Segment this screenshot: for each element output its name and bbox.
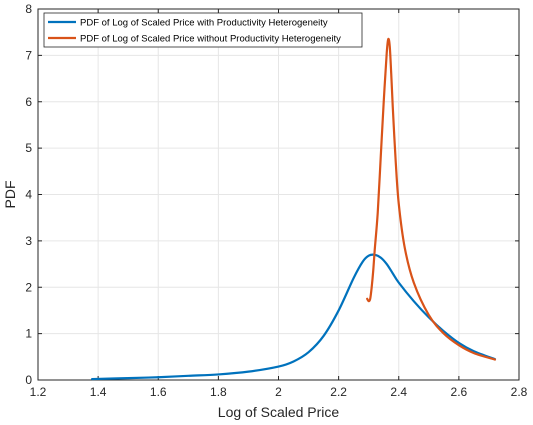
y-tick-label: 8 bbox=[25, 2, 32, 16]
x-axis-label: Log of Scaled Price bbox=[218, 404, 340, 420]
legend: PDF of Log of Scaled Price with Producti… bbox=[43, 12, 363, 48]
series-line-1 bbox=[91, 253, 497, 381]
series-line-2 bbox=[366, 37, 497, 361]
x-tick-label: 2.2 bbox=[330, 385, 347, 399]
legend-label-series-2: PDF of Log of Scaled Price without Produ… bbox=[80, 34, 341, 45]
x-tick-label: 2.4 bbox=[390, 385, 407, 399]
x-tick-label: 2.8 bbox=[511, 385, 528, 399]
y-tick-label: 4 bbox=[25, 188, 32, 202]
x-tick-label: 1.2 bbox=[30, 385, 47, 399]
y-tick-label: 3 bbox=[25, 234, 32, 248]
axis-ticks: 1.2 1.4 1.6 1.8 2 2.2 2.4 2.6 2.8 0 1 2 3 4 5 6 7 8 bbox=[25, 2, 527, 399]
x-tick-label: 1.4 bbox=[90, 385, 107, 399]
y-tick-label: 7 bbox=[25, 48, 32, 62]
y-tick-label: 5 bbox=[25, 141, 32, 155]
grid-lines bbox=[38, 9, 519, 380]
x-tick-label: 2 bbox=[275, 385, 282, 399]
series-lines bbox=[91, 37, 497, 381]
legend-box bbox=[43, 12, 363, 48]
x-tick-label: 1.8 bbox=[210, 385, 227, 399]
legend-label-series-1: PDF of Log of Scaled Price with Producti… bbox=[80, 18, 328, 29]
x-tick-label: 2.6 bbox=[451, 385, 468, 399]
y-tick-label: 0 bbox=[25, 373, 32, 387]
y-tick-label: 1 bbox=[25, 327, 32, 341]
y-axis-label: PDF bbox=[2, 181, 18, 209]
x-tick-label: 1.6 bbox=[150, 385, 167, 399]
y-tick-label: 6 bbox=[25, 95, 32, 109]
y-tick-label: 2 bbox=[25, 280, 32, 294]
